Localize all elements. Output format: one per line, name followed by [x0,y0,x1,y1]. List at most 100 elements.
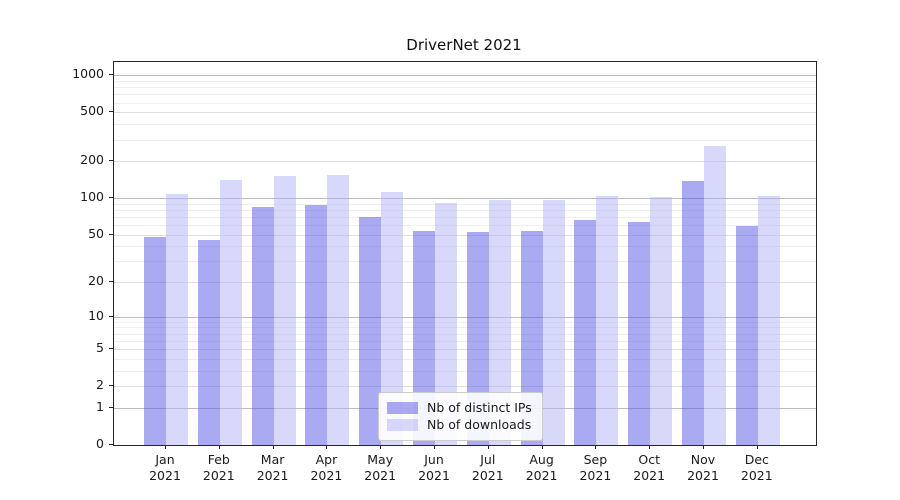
y-tick-label-200: 200 [80,152,104,168]
gridline-3 [114,370,816,372]
x-tick-label-nov: Nov 2021 [687,452,719,483]
bar-nb-of-distinct-ips-oct [628,222,651,445]
y-tick-mark [109,348,113,350]
bar-nb-of-distinct-ips-feb [197,240,220,445]
gridline-600 [114,102,816,104]
x-tick-label-oct: Oct 2021 [633,452,666,483]
gridline-800 [114,87,816,89]
y-tick-label-10: 10 [88,307,104,323]
bar-nb-of-downloads-mar [273,176,296,445]
plot-area [113,61,817,446]
y-tick-label-20: 20 [88,273,104,288]
x-tick-mark [649,445,651,449]
gridline-400 [114,124,816,126]
legend-label-distinct-ips: Nb of distinct IPs [427,400,532,415]
gridline-1000 [114,75,816,77]
y-tick-label-5: 5 [96,340,104,356]
x-tick-label-jun: Jun 2021 [418,452,450,483]
chart-title: DriverNet 2021 [406,36,522,54]
y-tick-mark [109,233,113,235]
gridline-5 [114,349,816,351]
gridline-9 [114,321,816,323]
bar-nb-of-distinct-ips-jan [144,236,166,445]
x-tick-mark [165,445,166,449]
bar-nb-of-downloads-feb [219,180,242,445]
gridline-20 [114,282,816,283]
x-tick-mark [272,445,274,449]
gridline-900 [114,80,816,82]
bar-nb-of-downloads-dec [757,195,780,445]
x-tick-mark [595,445,597,449]
bar-nb-of-distinct-ips-aug [520,230,543,445]
x-tick-label-jul: Jul 2021 [471,452,504,483]
gridline-8 [114,327,816,329]
x-tick-label-aug: Aug 2021 [525,452,558,483]
gridline-30 [114,261,816,263]
bar-nb-of-distinct-ips-jul [466,231,489,445]
legend-label-downloads: Nb of downloads [427,417,532,432]
gridline-10 [114,316,816,318]
gridline-80 [114,209,816,211]
bar-nb-of-downloads-oct [650,197,673,445]
y-tick-label-50: 50 [88,225,104,241]
bar-nb-of-distinct-ips-apr [305,204,328,445]
gridline-300 [114,139,816,141]
gridline-100 [114,198,816,199]
legend-swatch-distinct-ips [387,401,418,414]
y-tick-mark [109,197,113,198]
x-tick-mark [703,445,704,449]
bar-nb-of-downloads-aug [542,199,565,445]
x-tick-mark [218,445,220,449]
y-tick-mark [109,406,113,408]
bar-nb-of-distinct-ips-may [359,216,382,445]
bar-nb-of-downloads-apr [327,175,350,445]
x-tick-label-dec: Dec 2021 [740,452,773,483]
gridline-200 [114,161,816,163]
x-tick-label-mar: Mar 2021 [256,452,289,483]
gridline-70 [114,216,816,218]
legend-swatch-downloads [387,418,418,431]
x-tick-label-may: May 2021 [364,452,397,483]
y-tick-label-500: 500 [80,103,104,119]
x-tick-mark [326,445,328,449]
x-tick-mark [487,445,489,449]
gridline-500 [114,112,816,114]
x-tick-label-apr: Apr 2021 [310,452,343,483]
y-tick-label-2: 2 [96,377,104,393]
legend-item-downloads: Nb of downloads [387,417,532,432]
y-tick-label-100: 100 [80,189,104,204]
bar-nb-of-distinct-ips-jun [413,230,435,445]
gridline-4 [114,358,816,360]
y-tick-mark [109,111,113,113]
bar-nb-of-downloads-may [381,192,404,445]
gridline-90 [114,203,816,205]
gridline-6 [114,340,816,342]
gridline-50 [114,234,816,236]
bar-nb-of-distinct-ips-dec [735,225,758,445]
y-tick-mark [109,74,113,76]
gridline-2 [114,386,816,388]
y-tick-mark [109,385,113,387]
x-tick-mark [434,445,435,449]
gridline-40 [114,246,816,248]
bar-nb-of-downloads-jan [166,194,188,445]
y-tick-mark [109,160,113,162]
x-tick-mark [756,445,758,449]
y-tick-mark [109,444,113,445]
gridline-700 [114,94,816,96]
bar-nb-of-downloads-sep [596,195,619,445]
legend-item-distinct-ips: Nb of distinct IPs [387,400,532,415]
legend: Nb of distinct IPs Nb of downloads [378,392,543,441]
x-tick-mark [380,445,382,449]
bar-nb-of-distinct-ips-nov [682,181,704,445]
y-tick-label-1000: 1000 [72,66,104,82]
y-tick-label-0: 0 [96,436,104,451]
x-tick-label-jan: Jan 2021 [149,452,181,483]
x-tick-mark [541,445,543,449]
x-tick-label-sep: Sep 2021 [579,452,612,483]
y-tick-label-1: 1 [96,398,104,414]
x-tick-label-feb: Feb 2021 [202,452,235,483]
y-tick-mark [109,281,113,282]
y-tick-mark [109,315,113,317]
